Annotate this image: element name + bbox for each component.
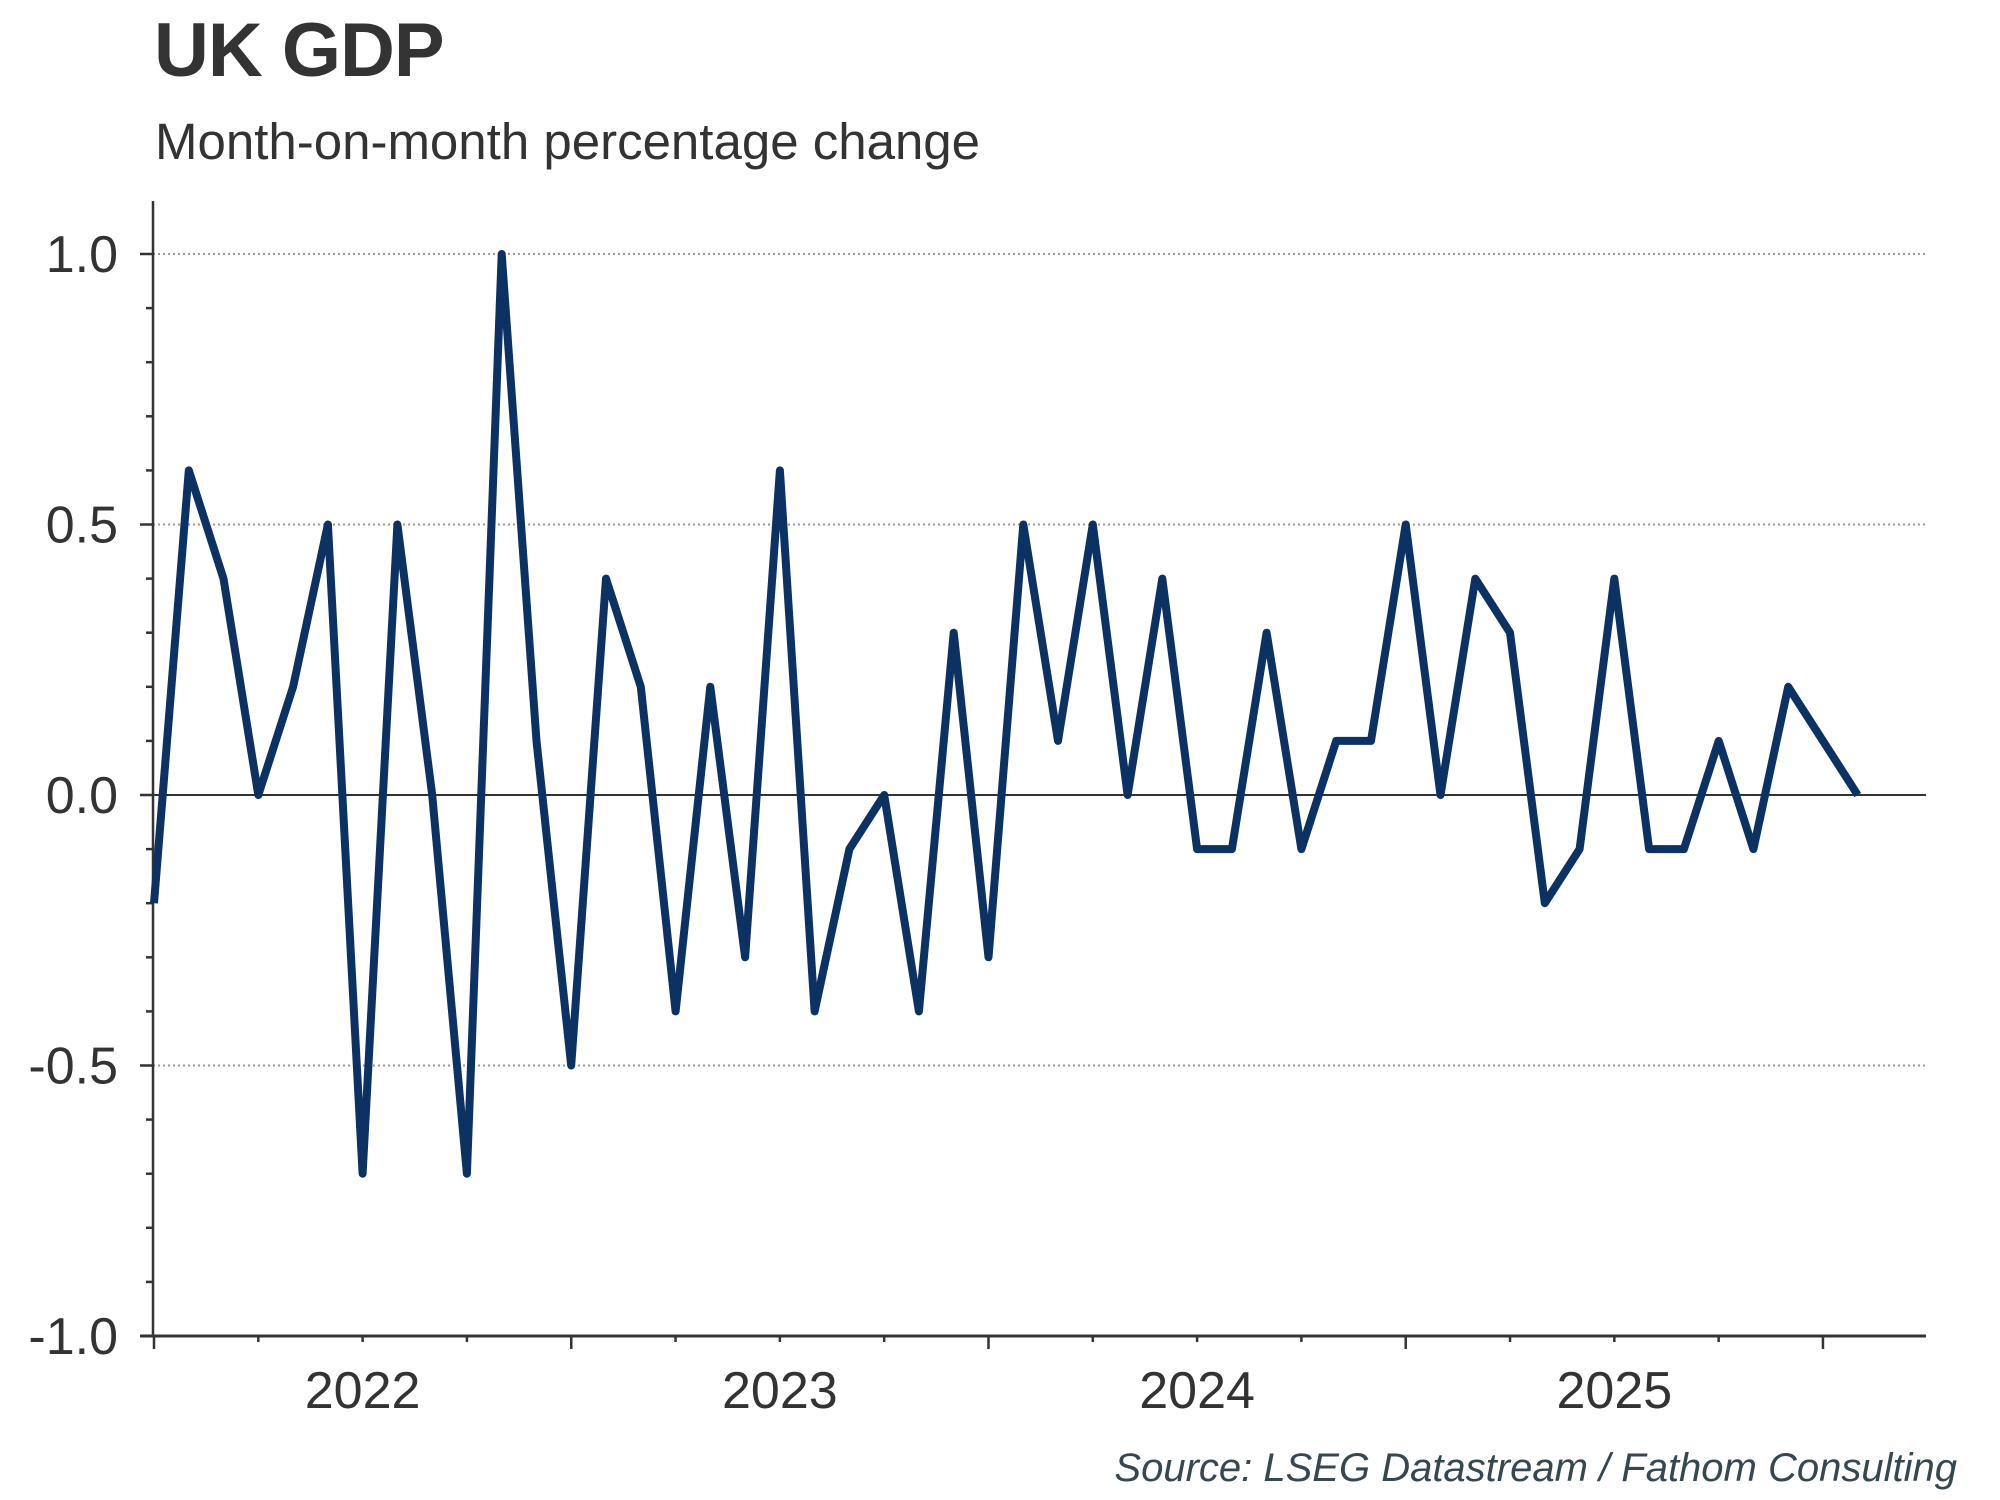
x-tick-label: 2024 — [1139, 1362, 1255, 1420]
series-layer — [150, 250, 1862, 1178]
y-tick-label: -0.5 — [28, 1038, 118, 1096]
x-tick-labels: 2022 2023 2024 2025 — [305, 1362, 1672, 1420]
y-tick-label: -1.0 — [28, 1308, 118, 1366]
x-tick-label: 2023 — [722, 1362, 838, 1420]
series-line — [150, 250, 1862, 1178]
y-tick-label: 1.0 — [46, 226, 118, 284]
y-tick-label: 0.0 — [46, 767, 118, 825]
source-note: Source: LSEG Datastream / Fathom Consult… — [1114, 1446, 1957, 1490]
y-tick-label: 0.5 — [46, 497, 118, 555]
gridlines — [153, 253, 1926, 1067]
x-tick-label: 2022 — [305, 1362, 421, 1420]
x-tick-label: 2025 — [1556, 1362, 1672, 1420]
axes — [140, 201, 1926, 1349]
chart-subtitle: Month-on-month percentage change — [155, 113, 981, 170]
y-tick-labels: -1.0 -0.5 0.0 0.5 1.0 — [28, 226, 118, 1366]
chart-title: UK GDP — [154, 8, 445, 93]
